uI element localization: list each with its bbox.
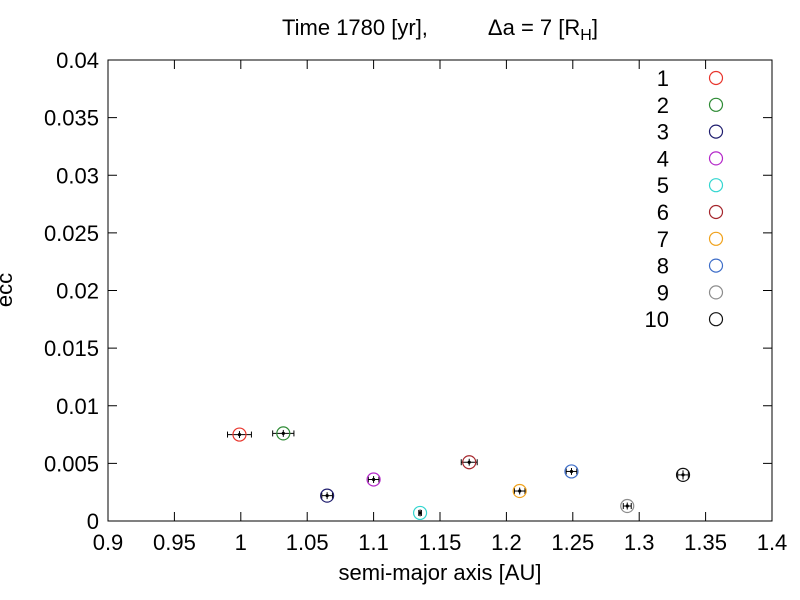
point-center — [418, 511, 422, 515]
data-point-9 — [620, 498, 635, 514]
point-center — [569, 469, 574, 474]
legend-entry-8: 8 — [657, 254, 724, 279]
point-center — [237, 432, 242, 437]
legend-label: 10 — [645, 307, 669, 332]
legend-label: 1 — [657, 66, 669, 91]
point-marker — [462, 455, 477, 470]
axis-ticks — [107, 59, 773, 522]
legend-label: 8 — [657, 254, 669, 279]
point-center — [681, 473, 685, 477]
chart-title: Time 1780 [yr], Δa = 7 [RH] — [282, 15, 598, 44]
point-center — [281, 431, 285, 436]
point-center — [467, 460, 471, 464]
data-point-4 — [366, 472, 381, 487]
data-point-8 — [564, 464, 579, 479]
x-tick-label: 1.35 — [684, 530, 727, 555]
legend-label: 6 — [657, 200, 669, 225]
x-tick-label: 1.1 — [358, 530, 389, 555]
legend-entry-1: 1 — [657, 66, 724, 91]
legend-marker — [708, 231, 724, 246]
data-points — [227, 426, 691, 521]
point-marker — [276, 426, 291, 441]
legend-marker — [708, 204, 724, 220]
legend-entry-2: 2 — [657, 93, 724, 118]
x-tick-label: 1.2 — [491, 530, 522, 555]
legend-entry-7: 7 — [657, 227, 724, 252]
data-point-7 — [512, 483, 527, 499]
legend-label: 9 — [657, 280, 669, 305]
point-marker — [232, 427, 247, 442]
point-center — [518, 489, 522, 493]
x-tick-label: 1.05 — [286, 530, 329, 555]
y-tick-label: 0.025 — [44, 221, 99, 246]
chart-title-delta-subscript: H — [580, 27, 592, 44]
y-tick-label: 0.015 — [44, 336, 99, 361]
x-tick-label: 1.4 — [757, 530, 788, 555]
chart-title-delta: Δa = 7 [R — [488, 15, 580, 40]
point-marker — [320, 488, 335, 503]
legend-label: 4 — [657, 146, 669, 171]
legend-marker — [708, 312, 724, 327]
legend-marker — [708, 124, 724, 139]
legend-marker — [708, 151, 724, 166]
x-tick-label: 1 — [235, 530, 247, 555]
x-tick-label: 1.15 — [419, 530, 462, 555]
data-point-1 — [227, 427, 252, 442]
point-center — [372, 477, 376, 482]
point-center — [325, 494, 329, 498]
y-tick-label: 0.035 — [44, 106, 99, 131]
y-tick-label: 0.01 — [56, 394, 99, 419]
legend-label: 5 — [657, 173, 669, 198]
point-marker — [512, 483, 527, 499]
data-point-5 — [412, 505, 428, 521]
legend-label: 2 — [657, 93, 669, 118]
point-marker — [366, 472, 381, 487]
x-tick-label: 1.25 — [551, 530, 594, 555]
plot-frame — [107, 59, 773, 522]
legend-entry-6: 6 — [657, 200, 724, 225]
y-tick-label: 0.03 — [56, 163, 99, 188]
y-axis-label: ecc — [0, 273, 17, 307]
y-tick-label: 0.02 — [56, 279, 99, 304]
legend-entry-9: 9 — [657, 280, 724, 305]
x-tick-label: 0.95 — [153, 530, 196, 555]
legend-marker — [708, 70, 724, 86]
y-tick-label: 0.005 — [44, 451, 99, 476]
data-point-6 — [460, 455, 478, 470]
data-point-2 — [272, 426, 295, 441]
x-tick-label: 0.9 — [93, 530, 124, 555]
data-point-3 — [320, 488, 335, 503]
x-tick-labels: 0.9 0.95 1 1.05 1.1 1.15 1.2 1.25 1.3 1.35 1.4 — [93, 530, 788, 555]
legend-label: 3 — [657, 120, 669, 145]
x-axis-label: semi-major axis [AU] — [339, 560, 542, 585]
legend-marker — [708, 258, 724, 273]
y-tick-label: 0.04 — [56, 48, 99, 73]
point-marker — [564, 464, 579, 479]
legend-marker — [708, 178, 724, 193]
legend-entry-5: 5 — [657, 173, 724, 198]
point-marker — [412, 505, 428, 521]
legend-entry-4: 4 — [657, 146, 724, 171]
y-tick-labels: 0 0.005 0.01 0.015 0.02 0.025 0.03 0.035 0.04 — [44, 48, 99, 534]
legend-entry-10: 10 — [645, 307, 724, 332]
point-marker — [620, 498, 635, 514]
point-marker — [675, 467, 691, 482]
point-center — [625, 504, 629, 508]
data-point-10 — [675, 467, 691, 482]
legend-marker — [708, 285, 724, 300]
chart-title-time: Time 1780 [yr], — [282, 15, 428, 40]
chart-title-delta-close: ] — [592, 15, 598, 40]
legend-label: 7 — [657, 227, 669, 252]
y-tick-label: 0 — [87, 509, 99, 534]
x-tick-label: 1.3 — [624, 530, 655, 555]
legend-marker — [708, 97, 724, 112]
legend-entry-3: 3 — [657, 120, 724, 145]
